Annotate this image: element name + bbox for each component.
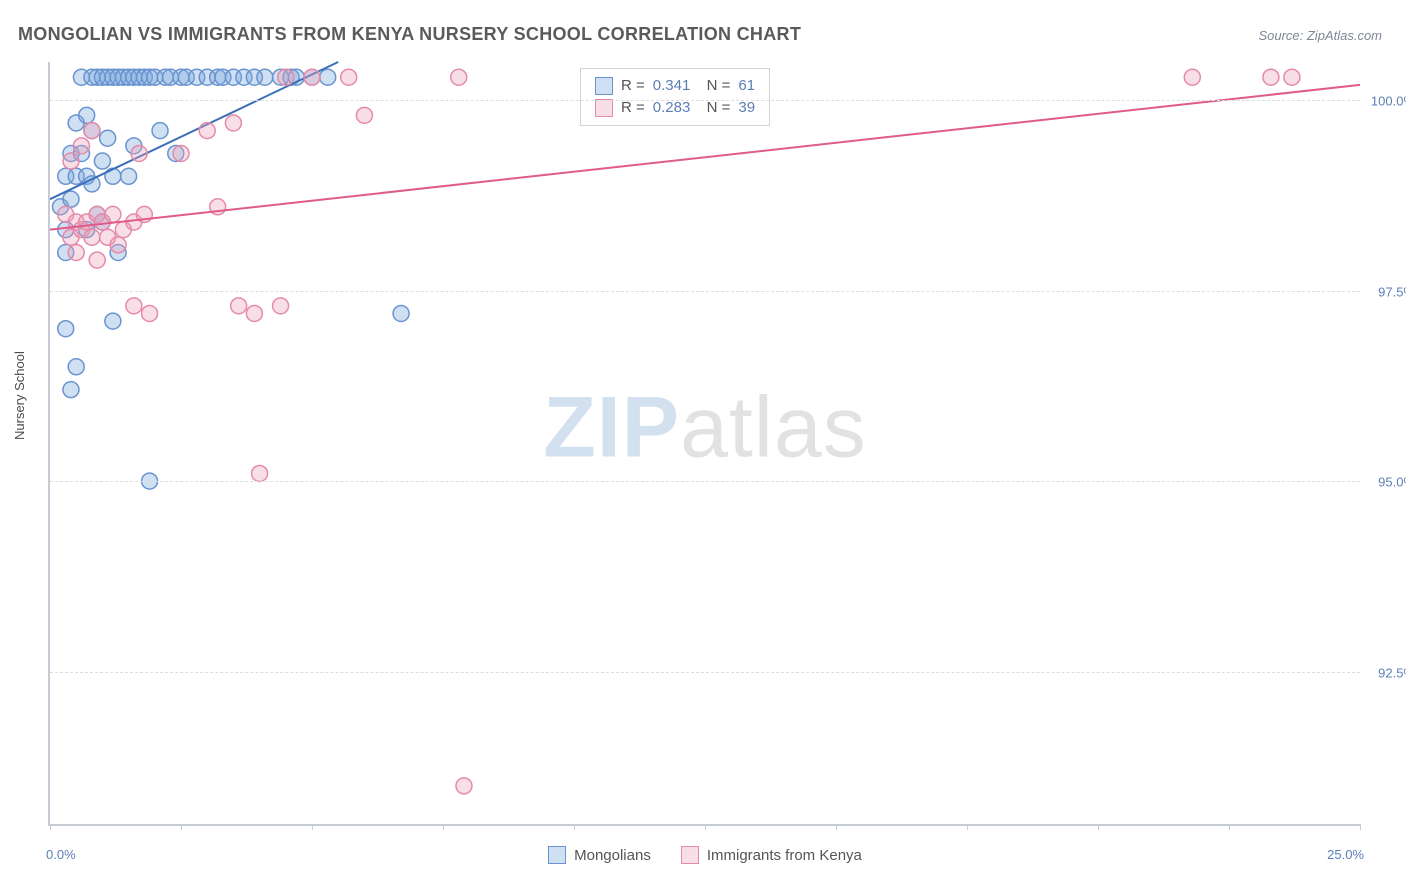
data-point xyxy=(142,305,158,321)
data-point xyxy=(131,145,147,161)
legend-row-mongolians: R = 0.341 N = 61 xyxy=(595,75,755,97)
data-point xyxy=(451,69,467,85)
x-tick xyxy=(836,824,837,830)
gridline: 95.0% xyxy=(50,481,1360,482)
data-point xyxy=(278,69,294,85)
data-point xyxy=(68,245,84,261)
data-point xyxy=(1263,69,1279,85)
data-point xyxy=(456,778,472,794)
data-point xyxy=(320,69,336,85)
data-point xyxy=(199,123,215,139)
data-point xyxy=(1184,69,1200,85)
y-axis-title: Nursery School xyxy=(12,351,27,440)
r-label: R = xyxy=(621,75,645,97)
data-point xyxy=(79,107,95,123)
data-point xyxy=(63,191,79,207)
data-point xyxy=(341,69,357,85)
data-point xyxy=(84,123,100,139)
y-tick-label: 92.5% xyxy=(1378,665,1406,680)
gridline: 92.5% xyxy=(50,672,1360,673)
x-tick xyxy=(181,824,182,830)
x-tick xyxy=(1229,824,1230,830)
x-tick xyxy=(574,824,575,830)
x-tick xyxy=(1098,824,1099,830)
legend-label-mongolians: Mongolians xyxy=(574,847,651,864)
y-tick-label: 97.5% xyxy=(1378,284,1406,299)
chart-title: MONGOLIAN VS IMMIGRANTS FROM KENYA NURSE… xyxy=(18,24,801,45)
swatch-mongolians-icon xyxy=(548,846,566,864)
data-point xyxy=(58,321,74,337)
correlation-legend: R = 0.341 N = 61 R = 0.283 N = 39 xyxy=(580,68,770,126)
data-point xyxy=(73,138,89,154)
data-point xyxy=(63,153,79,169)
n-label: N = xyxy=(698,75,730,97)
x-tick xyxy=(50,824,51,830)
x-tick xyxy=(1360,824,1361,830)
x-axis-start-label: 0.0% xyxy=(46,847,76,862)
data-point xyxy=(105,313,121,329)
data-point xyxy=(94,153,110,169)
data-point xyxy=(173,145,189,161)
legend-item-kenya: Immigrants from Kenya xyxy=(681,846,862,864)
data-point xyxy=(252,465,268,481)
data-point xyxy=(152,123,168,139)
source-label: Source: ZipAtlas.com xyxy=(1258,28,1382,43)
data-point xyxy=(68,359,84,375)
data-point xyxy=(63,382,79,398)
y-tick-label: 100.0% xyxy=(1371,94,1406,109)
gridline: 100.0% xyxy=(50,100,1360,101)
scatter-svg xyxy=(50,62,1360,824)
y-tick-label: 95.0% xyxy=(1378,475,1406,490)
legend-item-mongolians: Mongolians xyxy=(548,846,651,864)
data-point xyxy=(304,69,320,85)
data-point xyxy=(89,252,105,268)
data-point xyxy=(84,229,100,245)
x-tick xyxy=(443,824,444,830)
x-tick xyxy=(705,824,706,830)
data-point xyxy=(105,168,121,184)
data-point xyxy=(225,115,241,131)
x-tick xyxy=(312,824,313,830)
data-point xyxy=(246,305,262,321)
n-value-mongolians: 61 xyxy=(738,75,755,97)
r-value-mongolians: 0.341 xyxy=(653,75,691,97)
gridline: 97.5% xyxy=(50,291,1360,292)
data-point xyxy=(393,305,409,321)
data-point xyxy=(1284,69,1300,85)
data-point xyxy=(121,168,137,184)
data-point xyxy=(231,298,247,314)
swatch-mongolians xyxy=(595,77,613,95)
data-point xyxy=(126,298,142,314)
data-point xyxy=(100,130,116,146)
data-point xyxy=(105,206,121,222)
plot-area: ZIPatlas R = 0.341 N = 61 R = 0.283 N = … xyxy=(48,62,1360,826)
x-axis-end-label: 25.0% xyxy=(1327,847,1364,862)
swatch-kenya xyxy=(595,99,613,117)
data-point xyxy=(273,298,289,314)
legend-label-kenya: Immigrants from Kenya xyxy=(707,847,862,864)
data-point xyxy=(356,107,372,123)
swatch-kenya-icon xyxy=(681,846,699,864)
x-tick xyxy=(967,824,968,830)
series-legend: Mongolians Immigrants from Kenya xyxy=(50,846,1360,864)
data-point xyxy=(110,237,126,253)
data-point xyxy=(257,69,273,85)
